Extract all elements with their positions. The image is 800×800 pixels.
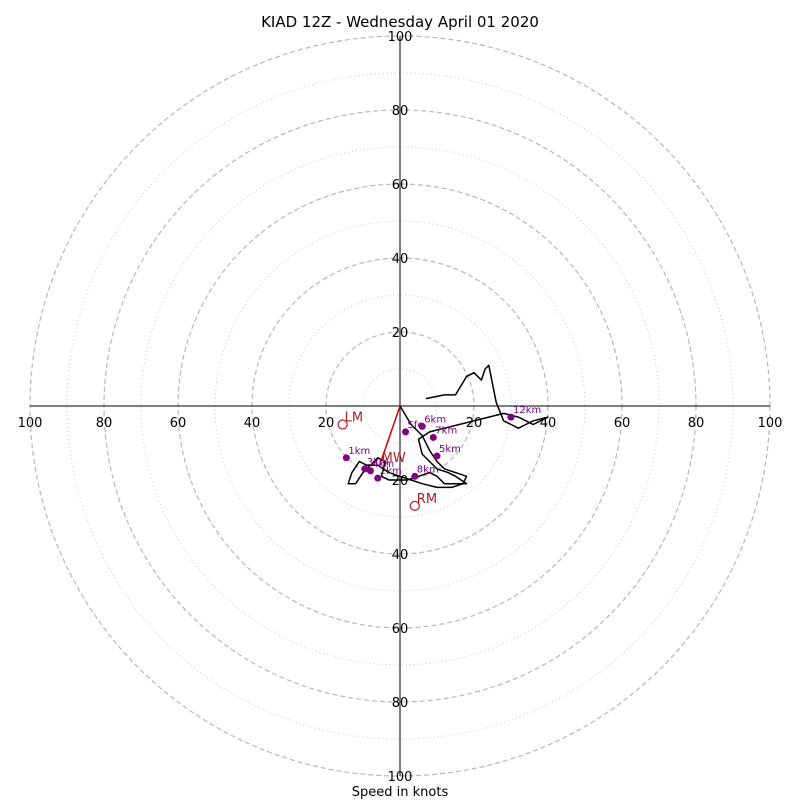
mean-wind — [378, 405, 401, 466]
hodograph-line — [347, 364, 549, 489]
storm-motion-label: LM — [345, 411, 363, 426]
tick-labels: 100 80 60 40 20 20 40 60 80 100100806040202040608… — [18, 30, 783, 785]
height-marker-label: 8km — [417, 464, 439, 475]
y-tick-label: 40 — [392, 548, 409, 563]
height-marker-label: 1km — [348, 446, 370, 457]
storm-motion-markers: LM RM MW — [337, 411, 437, 511]
hodograph-trace — [347, 364, 549, 489]
height-marker-label: 7km — [435, 425, 457, 436]
storm-motion-lm — [337, 419, 348, 430]
x-tick-label: 100 — [18, 416, 43, 431]
height-marker-Sfc — [402, 428, 410, 436]
chart-title: KIAD 12Z - Wednesday April 01 2020 — [261, 13, 539, 31]
height-marker-label: 2km — [380, 466, 402, 477]
x-tick-label: 40 — [244, 416, 261, 431]
height-marker-label: 12km — [513, 405, 541, 416]
height-marker-label: 4km — [372, 459, 394, 470]
x-axis-label: Speed in knots — [352, 785, 449, 800]
height-marker-label: 3km — [367, 457, 389, 468]
y-tick-label: 100 — [388, 770, 413, 785]
x-tick-label: 20 — [466, 416, 483, 431]
storm-motion-label: MW — [382, 451, 406, 466]
x-tick-label: 80 — [688, 416, 705, 431]
x-tick-label: 60 — [614, 416, 631, 431]
height-marker-1km — [342, 454, 350, 462]
storm-motion-rm — [409, 500, 420, 511]
height-marker-3km — [361, 465, 369, 473]
mean-wind-vector — [378, 405, 401, 466]
height-marker-7km — [429, 433, 437, 441]
y-tick-label: 20 — [392, 326, 409, 341]
height-marker-label: 6km — [424, 414, 446, 425]
storm-motion-label: RM — [417, 492, 437, 507]
height-marker-6km — [418, 422, 426, 430]
height-marker-label: Sfc — [408, 420, 423, 431]
x-tick-label: 100 — [758, 416, 783, 431]
height-marker-4km — [366, 467, 374, 475]
y-tick-label: 100 — [388, 30, 413, 45]
height-marker-2km — [374, 474, 382, 482]
x-tick-label: 80 — [96, 416, 113, 431]
height-marker-5km — [433, 452, 441, 460]
y-tick-label: 60 — [392, 178, 409, 193]
y-tick-label: 40 — [392, 252, 409, 267]
x-tick-label: 60 — [170, 416, 187, 431]
y-tick-label: 80 — [392, 696, 409, 711]
height-marker-12km — [507, 413, 515, 421]
y-tick-label: 60 — [392, 622, 409, 637]
y-tick-label: 80 — [392, 104, 409, 119]
x-tick-label: 20 — [318, 416, 335, 431]
height-marker-8km — [411, 472, 419, 480]
height-marker-label: 5km — [439, 444, 461, 455]
